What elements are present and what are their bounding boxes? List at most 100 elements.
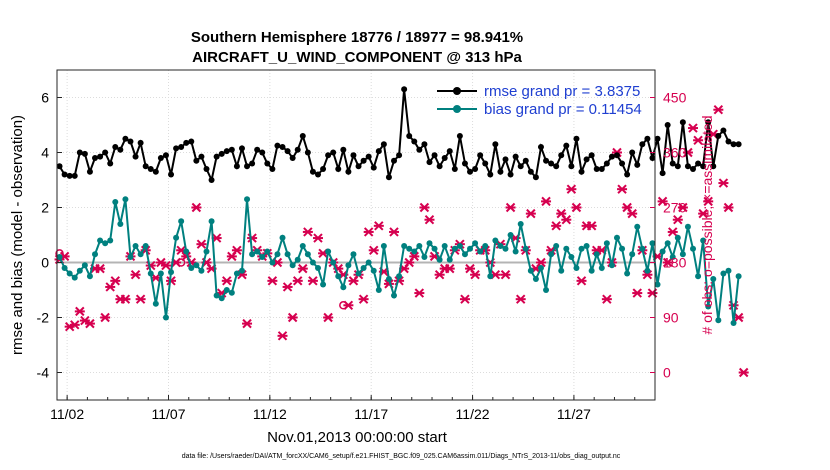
bias-point [304,251,311,258]
rmse-point [370,164,377,171]
bias-point [472,240,479,247]
bias-point [325,248,332,255]
rmse-point [624,171,631,178]
rmse-point [294,146,301,153]
y-tick-label: 4 [41,145,49,161]
bias-point [527,267,534,274]
assimilated-marker [84,318,95,329]
bias-point [451,245,458,252]
assimilated-marker [323,312,334,323]
assimilated-marker [292,276,303,286]
assimilated-marker [535,257,546,268]
bias-point [679,251,686,258]
assimilated-marker [515,294,526,304]
assimilated-marker [723,202,734,213]
assimilated-marker [617,184,628,194]
rmse-point [97,153,104,160]
bias-point [254,248,261,255]
rmse-point [117,146,124,153]
assimilated-marker [196,239,207,249]
bias-point [487,273,494,280]
rmse-point [162,152,169,159]
bias-point [446,256,453,263]
assimilated-marker [297,263,308,274]
y2-tick-label: 270 [663,200,687,216]
bias-point [213,292,220,299]
bias-point [720,270,727,277]
rmse-point [401,86,408,93]
assimilated-marker [307,276,318,286]
bias-point [456,243,463,249]
rmse-point [86,168,93,175]
assimilated-marker [389,227,400,237]
assimilated-marker [505,202,516,213]
bias-point [294,256,301,263]
assimilated-marker [586,221,597,231]
rmse-point [279,144,286,150]
bias-point [563,245,570,252]
rmse-point [375,148,382,155]
y2-tick-label: 0 [663,365,671,381]
bias-point [162,314,169,321]
rmse-point [178,144,185,150]
rmse-point [304,149,311,156]
rmse-point [249,160,256,167]
assimilated-marker [100,312,111,323]
bias-point [619,245,626,252]
x-tick-label: 11/02 [50,406,84,422]
y-tick-label: 0 [41,255,49,271]
assimilated-marker [282,282,293,292]
y2-axis-label: # of obs: o=possible; ×=assimilated [699,115,715,334]
bias-point [573,265,580,271]
bias-point [608,262,615,269]
series-lines [56,86,742,326]
rmse-point [563,142,570,149]
rmse-point [325,152,332,159]
rmse-point [137,139,144,146]
rmse-point [71,172,78,179]
chart-title: Southern Hemisphere 18776 / 18977 = 98.9… [191,29,523,46]
bias-point [426,240,433,247]
rmse-point [715,133,722,139]
bias-point [735,273,742,280]
rmse-point [608,153,615,160]
bias-point [629,251,636,258]
bias-point [117,221,124,227]
bias-point [634,223,641,230]
plot-frame [56,69,656,401]
assimilated-marker [74,306,85,317]
bias-point [355,270,362,277]
rmse-point [213,153,220,160]
rmse-point [487,171,494,178]
rmse-point [669,160,676,167]
rmse-point [142,163,149,170]
rmse-point [411,138,418,145]
assimilated-marker [541,196,552,207]
bias-point [147,270,154,277]
assimilated-marker [358,294,369,304]
rmse-point [502,156,509,163]
rmse-point [477,152,484,159]
rmse-point [365,153,372,160]
bias-point [188,265,195,271]
assimilated-marker [718,178,729,188]
assimilated-marker [662,257,673,268]
bias-point [178,218,185,225]
bias-point [259,254,266,260]
y-tick-label: -4 [37,365,50,381]
bias-point [512,248,519,255]
bias-point [76,267,83,274]
assimilated-marker [601,294,612,304]
assimilated-marker [287,312,298,323]
assimilated-marker [551,221,562,231]
rmse-point [254,146,261,153]
assimilated-marker [368,245,379,255]
bias-point [436,256,443,263]
rmse-point [532,174,539,181]
y-tick-label: 2 [41,200,49,216]
rmse-point [451,166,458,172]
assimilated-marker [419,202,430,213]
rmse-point [603,160,610,167]
rmse-point [107,160,114,167]
